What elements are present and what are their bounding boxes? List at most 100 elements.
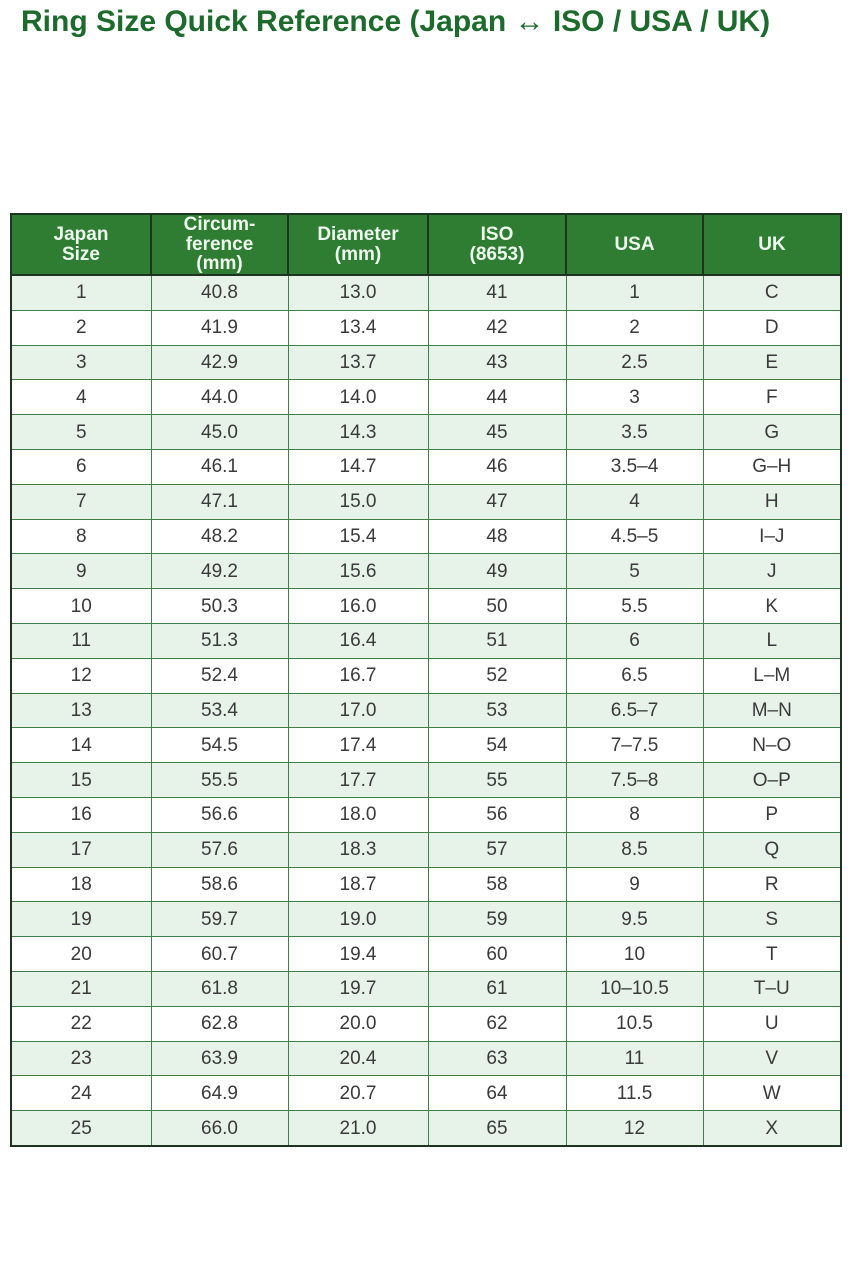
table-cell: 5.5 <box>565 588 704 624</box>
table-cell: 45 <box>427 414 567 450</box>
table-cell: 57 <box>427 831 567 868</box>
table-cell: 11 <box>10 622 152 659</box>
table-cell: 41 <box>427 274 567 311</box>
table-cell: 23 <box>10 1040 152 1077</box>
table-cell: 59 <box>427 901 567 938</box>
table-row: 3 42.9 13.7 43 2.5 E <box>10 344 842 381</box>
table-cell: 20.4 <box>287 1040 429 1077</box>
table-cell: 63 <box>427 1040 567 1077</box>
table-cell: C <box>702 274 842 311</box>
table-cell: 19.7 <box>287 970 429 1007</box>
table-cell: 4.5–5 <box>565 518 704 555</box>
table-cell: G–H <box>702 448 842 485</box>
table-row: 22 62.8 20.0 62 10.5 U <box>10 1005 842 1042</box>
table-cell: 15.6 <box>287 553 429 590</box>
table-cell: 61 <box>427 970 567 1007</box>
table-row: 23 63.9 20.4 63 11 V <box>10 1040 842 1077</box>
table-cell: 19 <box>10 901 152 938</box>
table-cell: 4 <box>565 483 704 520</box>
table-cell: 63.9 <box>150 1040 289 1077</box>
table-cell: 19.0 <box>287 901 429 938</box>
table-cell: 2 <box>565 309 704 346</box>
table-cell: 3 <box>10 344 152 381</box>
table-cell: 9.5 <box>565 901 704 938</box>
table-cell: L <box>702 622 842 659</box>
table-row: 4 44.0 14.0 44 3 F <box>10 379 842 416</box>
table-cell: 10 <box>565 936 704 972</box>
table-cell: 49.2 <box>150 553 289 590</box>
table-cell: U <box>702 1005 842 1042</box>
table-cell: 48.2 <box>150 518 289 555</box>
table-cell: 12 <box>565 1110 704 1147</box>
table-cell: 60.7 <box>150 936 289 972</box>
table-cell: 53.4 <box>150 692 289 729</box>
table-cell: 64.9 <box>150 1075 289 1112</box>
table-cell: 51 <box>427 622 567 659</box>
table-row: 7 47.1 15.0 47 4 H <box>10 483 842 520</box>
table-cell: 1 <box>10 274 152 311</box>
table-cell: 50.3 <box>150 588 289 624</box>
table-cell: 25 <box>10 1110 152 1147</box>
table-cell: 52.4 <box>150 657 289 694</box>
table-cell: 46.1 <box>150 448 289 485</box>
table-cell: 59.7 <box>150 901 289 938</box>
table-row: 24 64.9 20.7 64 11.5 W <box>10 1075 842 1112</box>
table-cell: 20 <box>10 936 152 972</box>
column-header-diameter-mm: Diameter (mm) <box>287 213 429 276</box>
table-cell: 7–7.5 <box>565 727 704 764</box>
table-cell: 21 <box>10 970 152 1007</box>
table-row: 9 49.2 15.6 49 5 J <box>10 553 842 590</box>
table-cell: 3 <box>565 379 704 416</box>
table-cell: Q <box>702 831 842 868</box>
table-cell: M–N <box>702 692 842 729</box>
table-cell: 6.5 <box>565 657 704 694</box>
table-cell: 22 <box>10 1005 152 1042</box>
table-cell: 16 <box>10 796 152 833</box>
table-cell: 58.6 <box>150 866 289 903</box>
table-row: 18 58.6 18.7 58 9 R <box>10 866 842 903</box>
table-cell: 13.4 <box>287 309 429 346</box>
table-cell: 14 <box>10 727 152 764</box>
table-cell: 15.4 <box>287 518 429 555</box>
table-cell: X <box>702 1110 842 1147</box>
table-cell: W <box>702 1075 842 1112</box>
table-body: 1 40.8 13.0 41 1 C 2 41.9 13.4 42 2 D 3 42.9 13.7 43 2.5… <box>10 274 842 1147</box>
table-cell: 47 <box>427 483 567 520</box>
table-cell: O–P <box>702 762 842 798</box>
table-cell: 56.6 <box>150 796 289 833</box>
table-cell: S <box>702 901 842 938</box>
table-cell: 49 <box>427 553 567 590</box>
table-cell: 14.3 <box>287 414 429 450</box>
table-row: 12 52.4 16.7 52 6.5 L–M <box>10 657 842 694</box>
table-cell: 45.0 <box>150 414 289 450</box>
table-cell: 20.0 <box>287 1005 429 1042</box>
table-cell: K <box>702 588 842 624</box>
table-cell: 6.5–7 <box>565 692 704 729</box>
page-title: Ring Size Quick Reference (Japan ↔ ISO /… <box>21 5 771 38</box>
table-cell: E <box>702 344 842 381</box>
table-cell: 44 <box>427 379 567 416</box>
table-cell: 55 <box>427 762 567 798</box>
table-cell: 18.0 <box>287 796 429 833</box>
table-cell: 7.5–8 <box>565 762 704 798</box>
table-cell: 19.4 <box>287 936 429 972</box>
table-cell: 18 <box>10 866 152 903</box>
table-row: 20 60.7 19.4 60 10 T <box>10 936 842 972</box>
table-cell: 2.5 <box>565 344 704 381</box>
table-cell: 11 <box>565 1040 704 1077</box>
table-cell: N–O <box>702 727 842 764</box>
table-row: 11 51.3 16.4 51 6 L <box>10 622 842 659</box>
table-cell: 3.5–4 <box>565 448 704 485</box>
table-cell: 13.0 <box>287 274 429 311</box>
table-cell: 52 <box>427 657 567 694</box>
table-cell: 47.1 <box>150 483 289 520</box>
column-header-usa: USA <box>565 213 704 276</box>
table-cell: 18.7 <box>287 866 429 903</box>
table-cell: 42 <box>427 309 567 346</box>
table-cell: 10 <box>10 588 152 624</box>
table-cell: 20.7 <box>287 1075 429 1112</box>
table-cell: 58 <box>427 866 567 903</box>
table-cell: I–J <box>702 518 842 555</box>
table-cell: 3.5 <box>565 414 704 450</box>
table-row: 1 40.8 13.0 41 1 C <box>10 274 842 311</box>
